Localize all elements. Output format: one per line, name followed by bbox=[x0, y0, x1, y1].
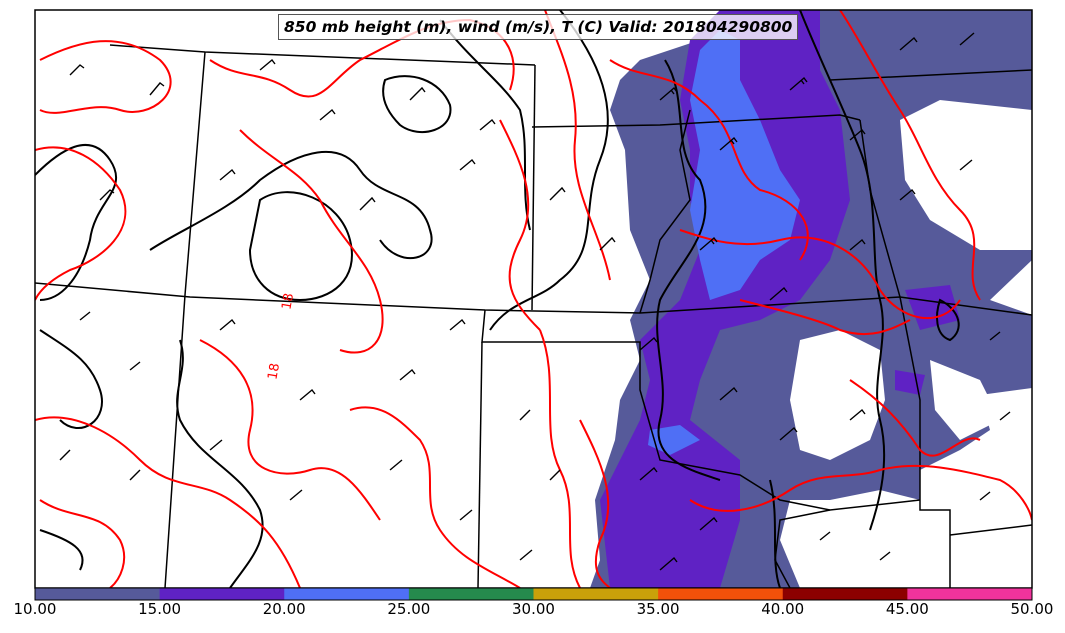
colorbar-segment bbox=[907, 588, 1033, 600]
colorbar-tick-label: 40.00 bbox=[761, 600, 805, 618]
colorbar-segment bbox=[35, 588, 161, 600]
contour-label-18: 18 bbox=[265, 362, 284, 381]
colorbar-segment bbox=[408, 588, 534, 600]
colorbar-frame bbox=[34, 587, 1033, 601]
colorbar-segment bbox=[284, 588, 410, 600]
colorbar-tick-label: 50.00 bbox=[1010, 600, 1054, 618]
colorbar-segment bbox=[533, 588, 659, 600]
wind-barbs bbox=[59, 32, 1011, 571]
colorbar-tick-label: 10.00 bbox=[13, 600, 57, 618]
colorbar-tick-label: 45.00 bbox=[885, 600, 929, 618]
temperature-contours bbox=[35, 10, 1032, 588]
height-contours bbox=[35, 10, 960, 588]
colorbar-tick-label: 20.00 bbox=[262, 600, 306, 618]
colorbar-tick-label: 15.00 bbox=[138, 600, 182, 618]
contour-label-18: 18 bbox=[279, 292, 298, 311]
colorbar-tick-label: 30.00 bbox=[512, 600, 555, 618]
colorbar-segment bbox=[658, 588, 784, 600]
colorbar-segment bbox=[159, 588, 285, 600]
colorbar-tick-label: 35.00 bbox=[636, 600, 680, 618]
map-title: 850 mb height (m), wind (m/s), T (C) Val… bbox=[278, 14, 799, 40]
colorbar-segment bbox=[782, 588, 908, 600]
colorbar bbox=[35, 588, 1033, 600]
colorbar-tick-label: 25.00 bbox=[387, 600, 431, 618]
wind-speed-shading bbox=[590, 10, 1032, 588]
shade-20-25 bbox=[690, 30, 800, 300]
